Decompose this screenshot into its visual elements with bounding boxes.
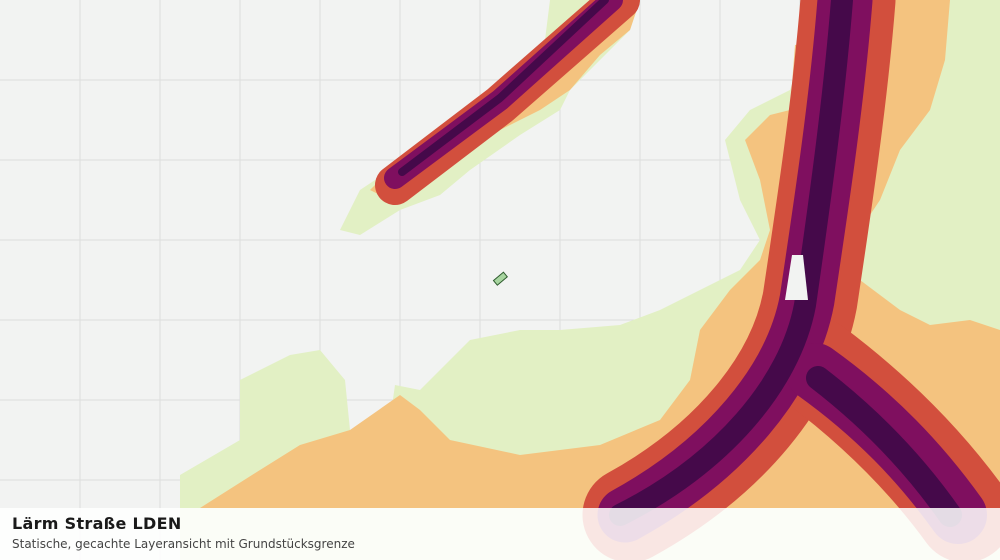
parcel-boundary [492, 271, 508, 286]
layer-subtitle: Statische, gecachte Layeransicht mit Gru… [12, 537, 355, 551]
noise-zone-max [398, 0, 962, 527]
caption-panel: Lärm Straße LDEN Statische, gecachte Lay… [0, 508, 1000, 560]
gap-area [785, 255, 808, 300]
layer-title: Lärm Straße LDEN [12, 514, 182, 533]
